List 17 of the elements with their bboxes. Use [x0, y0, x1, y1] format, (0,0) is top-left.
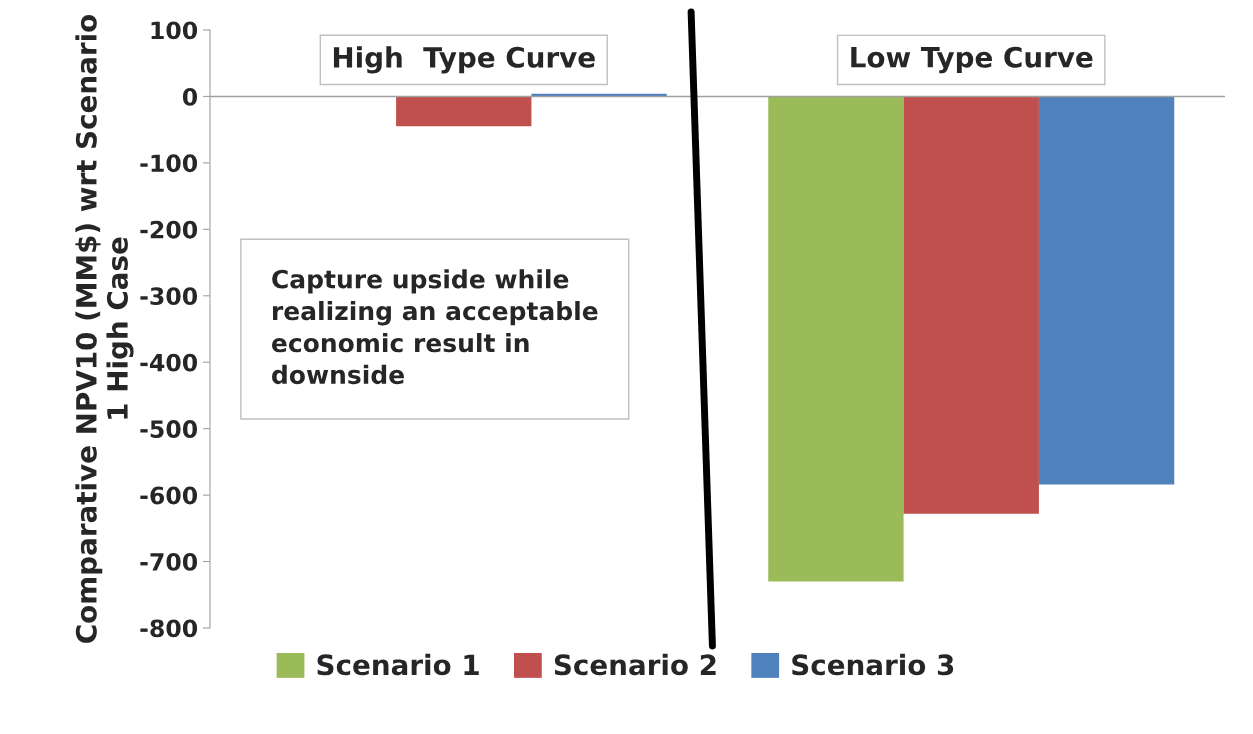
annotation: Capture upside while realizing an acceptable economic result in downside: [271, 269, 598, 385]
y-tick-label: -600: [140, 486, 198, 505]
legend-label: Scenario 1: [317, 653, 479, 676]
y-tick-label: -200: [140, 220, 198, 239]
y-tick-label: -300: [140, 287, 198, 306]
legend-label: Scenario 2: [554, 653, 716, 676]
y-tick-label: 0: [182, 87, 198, 106]
legend-label: Scenario 3: [792, 653, 954, 676]
y-tick-label: -400: [140, 353, 198, 372]
y-tick-label: -800: [140, 619, 198, 638]
y-tick-label: -700: [140, 553, 198, 571]
x-tick-label: High Type Curve: [333, 46, 595, 74]
y-tick-label: 100: [151, 21, 198, 40]
y-tick-label: -100: [140, 154, 198, 173]
y-axis-title: Comparative NPV10 (MM$) wrt Scenario 1 High Case: [75, 14, 134, 643]
y-tick-label: -500: [140, 420, 198, 438]
x-tick-label: Low Type Curve: [851, 46, 1093, 74]
